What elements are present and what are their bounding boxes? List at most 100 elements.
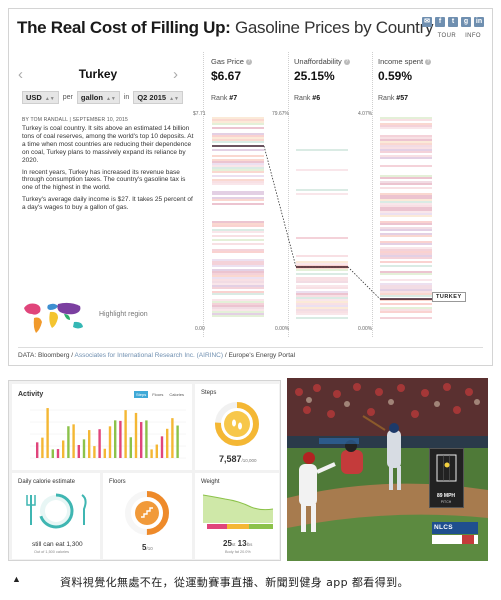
byline: BY TOM RANDALL | SEPTEMBER 10, 2015 — [22, 117, 128, 123]
source-airinc-link[interactable]: Associates for International Research In… — [74, 352, 223, 359]
calories-value: still can eat 1,300 — [32, 541, 83, 548]
unaffordability-metric: Unaffordability? 25.15% Rank #6 — [294, 57, 374, 102]
weight-trend-chart — [202, 494, 274, 529]
activity-title: Activity — [18, 391, 44, 398]
top-links: TOUR INFO — [438, 33, 481, 39]
column-divider — [372, 52, 373, 337]
floors-card[interactable]: Floors 5/10 — [103, 473, 192, 559]
calories-sub: Out of 1,500 calories — [34, 550, 70, 554]
email-icon[interactable]: ✉ — [422, 17, 432, 27]
metric-label: Income spent — [378, 57, 424, 66]
story-text: Turkey is coal country. It sits above an… — [22, 125, 194, 216]
activity-bar — [140, 422, 143, 458]
income-spent-metric: Income spent? 0.59% Rank #57 — [378, 57, 458, 102]
activity-bar — [160, 436, 164, 458]
weight-card[interactable]: Weight 25st 13lbs Body fat 20.0% — [195, 473, 279, 559]
help-icon[interactable]: ? — [245, 59, 252, 65]
unit-select[interactable]: gallon ▲▼ — [76, 91, 120, 104]
activity-bar — [166, 428, 169, 458]
weight-value: 25st 13lbs — [223, 539, 253, 548]
source-energy-portal: Europe's Energy Portal — [228, 352, 296, 359]
unit-selector-row: USD ▲▼ per gallon ▲▼ in Q2 2015 ▲▼ — [22, 91, 184, 104]
per-label: per — [62, 94, 73, 101]
activity-bar — [67, 426, 70, 458]
team-score-bar — [432, 535, 478, 544]
metric-value: $6.67 — [211, 69, 242, 83]
tab-floors[interactable]: Floors — [152, 392, 164, 397]
in-label: in — [123, 94, 130, 101]
activity-bar — [145, 420, 148, 458]
floors-value: 5/10 — [142, 543, 153, 552]
metric-value: 25.15% — [294, 69, 335, 83]
twitter-icon[interactable]: t — [448, 17, 458, 27]
next-country-button[interactable]: › — [173, 66, 178, 83]
selected-country-tag: TURKEY — [432, 292, 466, 302]
highlight-region-label[interactable]: Highlight region — [99, 311, 148, 318]
strike-zone-graphic — [436, 454, 457, 482]
select-arrow-icon: ▲▼ — [169, 96, 180, 102]
help-icon[interactable]: ? — [425, 59, 432, 65]
tab-calories[interactable]: Calories — [169, 392, 184, 397]
source-divider — [18, 347, 483, 348]
series-label: NLCS — [434, 524, 453, 531]
tour-link[interactable]: TOUR — [437, 33, 457, 39]
activity-bar — [62, 440, 65, 458]
pitch-label: PITCH — [440, 500, 452, 504]
activity-bar — [93, 446, 96, 458]
metric-rank: #6 — [312, 95, 321, 102]
unaffordability-axis-bottom: 0.00% — [275, 326, 290, 332]
pitch-tracker-box — [429, 448, 464, 508]
tab-steps[interactable]: Steps — [133, 391, 149, 398]
caption-marker: ▲ — [12, 574, 21, 584]
pitch-speed: 89 MPH — [436, 493, 456, 499]
metric-rank: #7 — [229, 95, 238, 102]
steps-title: Steps — [201, 390, 217, 396]
activity-bar — [88, 430, 91, 458]
activity-bar — [77, 444, 80, 458]
previous-country-button[interactable]: ‹ — [18, 66, 23, 83]
steps-value: 7,587/10,000 — [219, 454, 257, 464]
activity-bar — [51, 449, 54, 458]
country-name: Turkey — [78, 67, 118, 81]
activity-bar — [36, 442, 39, 458]
activity-card[interactable]: Activity Steps Floors Calories — [12, 384, 192, 470]
activity-bar-chart — [30, 408, 186, 459]
period-select[interactable]: Q2 2015 ▲▼ — [133, 91, 184, 104]
help-icon[interactable]: ? — [343, 59, 350, 65]
story-paragraph: Turkey is coal country. It sits above an… — [22, 125, 194, 164]
linkedin-icon[interactable]: in — [474, 17, 484, 27]
infographic-title: The Real Cost of Filling Up: Gasoline Pr… — [17, 18, 434, 37]
activity-bar — [72, 424, 75, 458]
metric-rank: #57 — [396, 95, 408, 102]
nlcs-badge — [432, 522, 478, 534]
metric-value: 0.59% — [378, 69, 413, 83]
info-link[interactable]: INFO — [465, 33, 481, 39]
activity-bar — [134, 412, 138, 458]
steps-ring — [215, 402, 259, 446]
story-paragraph: Turkey's average daily income is $27. It… — [22, 196, 193, 212]
world-map-icon[interactable] — [20, 300, 90, 336]
income-axis-bottom: 0.00% — [358, 326, 373, 332]
select-arrow-icon: ▲▼ — [105, 96, 116, 102]
activity-bar — [103, 448, 106, 458]
google-plus-icon[interactable]: g — [461, 17, 471, 27]
unaffordability-axis-top: 79.67% — [272, 111, 289, 117]
figure-caption: 資料視覺化無處不在，從運動賽事直播、新聞到健身 app 都看得到。 — [60, 576, 409, 589]
activity-bar — [129, 437, 132, 458]
activity-bar — [124, 410, 127, 458]
batter-figure — [362, 415, 401, 490]
activity-bar — [114, 420, 117, 458]
gas-axis-bottom: 0.00 — [195, 326, 205, 332]
metric-label: Unaffordability — [294, 57, 342, 66]
column-divider — [203, 52, 204, 337]
facebook-icon[interactable]: f — [435, 17, 445, 27]
stairs-icon — [141, 507, 153, 518]
currency-select[interactable]: USD ▲▼ — [22, 91, 59, 104]
steps-card[interactable]: Steps 7,587/10,000 — [195, 384, 279, 470]
activity-bar — [176, 425, 179, 458]
activity-bar — [155, 444, 158, 458]
cutlery-plate-icon — [26, 493, 87, 529]
activity-bar — [82, 439, 86, 458]
calorie-card[interactable]: Daily calorie estimate still can eat 1,3… — [12, 473, 100, 559]
activity-tabs: Steps Floors Calories — [133, 391, 186, 398]
